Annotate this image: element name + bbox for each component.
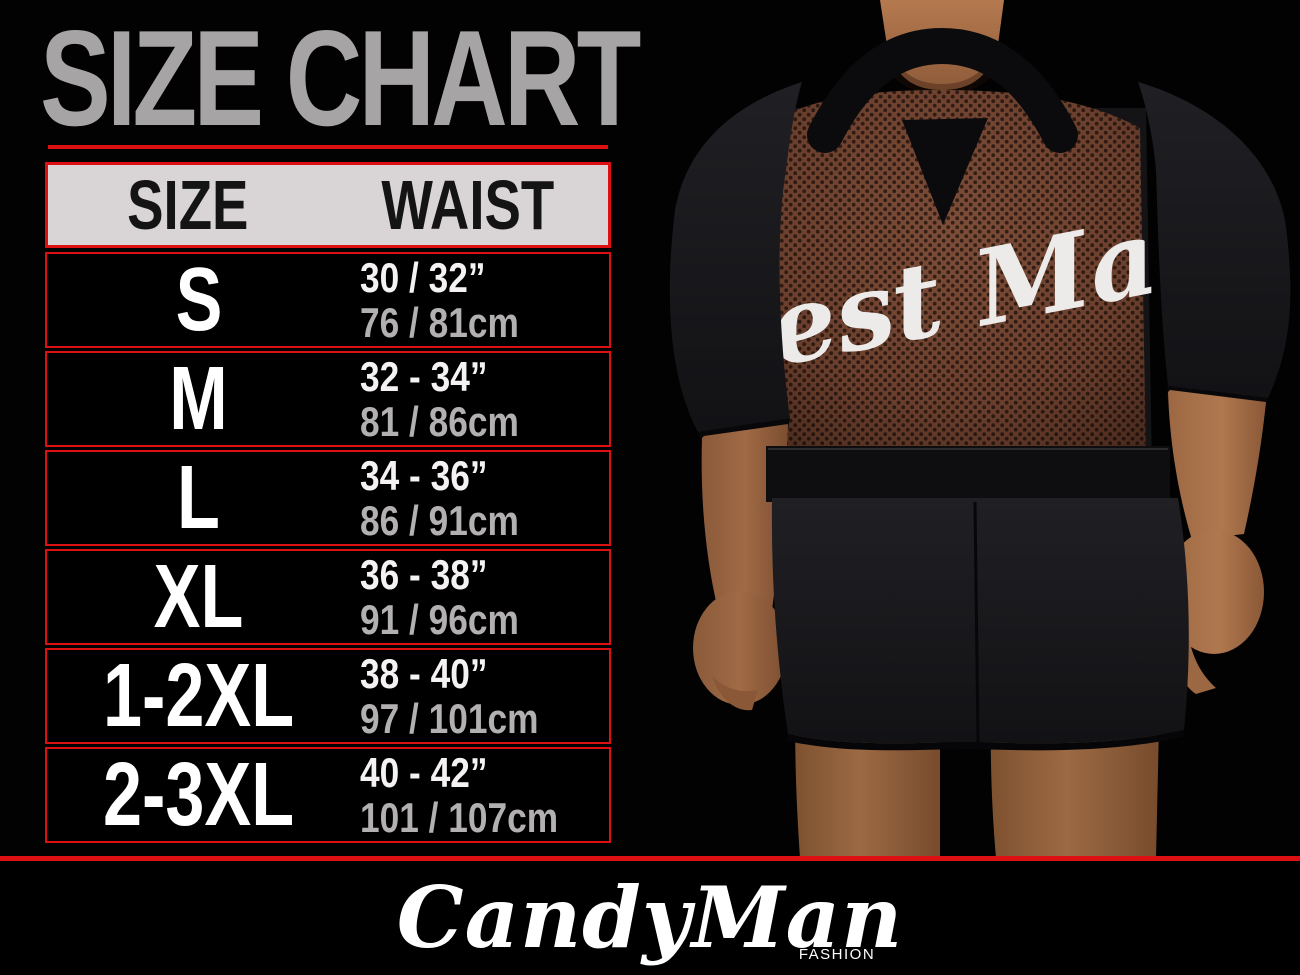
model-left-hand (693, 591, 787, 705)
brand-logo: CandyMan FASHION (397, 876, 903, 963)
robe-skirt (771, 498, 1189, 744)
size-chart-table: SIZE WAIST S 30 / 32” 76 / 81cm M 32 - 3… (45, 162, 611, 843)
waist-cm: 81 / 86cm (360, 398, 520, 445)
brand-tagline: FASHION (798, 946, 876, 963)
robe-sleeve-left (669, 82, 802, 432)
size-value: 1-2XL (103, 646, 295, 746)
size-value: 2-3XL (103, 745, 295, 845)
waist-value: 38 - 40” 97 / 101cm (350, 649, 609, 742)
title-underline (48, 145, 608, 149)
waist-cm: 91 / 96cm (360, 596, 520, 643)
waist-value: 32 - 34” 81 / 86cm (350, 352, 609, 445)
waist-inches: 32 - 34” (360, 352, 488, 400)
table-row-s: S 30 / 32” 76 / 81cm (45, 252, 611, 348)
size-value: S (175, 250, 223, 350)
robe-collar (807, 27, 1078, 153)
table-row-m: M 32 - 34” 81 / 86cm (45, 351, 611, 447)
neck-shadow (888, 52, 996, 96)
skirt-seam (973, 501, 980, 743)
table-row-1-2xl: 1-2XL 38 - 40” 97 / 101cm (45, 648, 611, 744)
waist-cm: 76 / 81cm (360, 299, 520, 346)
column-header-size: SIZE (127, 166, 249, 244)
waist-inches: 30 / 32” (360, 253, 487, 301)
brand-name: CandyMan (396, 868, 904, 967)
robe-collar-v (902, 118, 988, 225)
robe-belt (766, 446, 1170, 502)
page-title: SIZE CHART (40, 2, 641, 154)
model-illustration: Best Man (669, 0, 1291, 858)
size-value: L (177, 448, 221, 548)
waist-cm: 97 / 101cm (360, 695, 539, 742)
waist-value: 40 - 42” 101 / 107cm (350, 748, 609, 841)
footer: CandyMan FASHION (0, 861, 1300, 975)
column-header-waist: WAIST (381, 166, 555, 244)
waist-inches: 40 - 42” (360, 748, 488, 796)
model-right-forearm (1168, 390, 1266, 540)
table-row-2-3xl: 2-3XL 40 - 42” 101 / 107cm (45, 747, 611, 843)
waist-inches: 36 - 38” (360, 550, 488, 598)
waist-value: 30 / 32” 76 / 81cm (350, 253, 609, 346)
waist-cm: 86 / 91cm (360, 497, 520, 544)
waist-inches: 38 - 40” (360, 649, 488, 697)
skirt-hem (787, 730, 1184, 751)
waist-value: 36 - 38” 91 / 96cm (350, 550, 609, 643)
size-value: XL (153, 547, 244, 647)
waist-value: 34 - 36” 86 / 91cm (350, 451, 609, 544)
size-value: M (169, 349, 228, 449)
table-header-row: SIZE WAIST (45, 162, 611, 248)
robe-mesh-dots (760, 90, 1146, 455)
left-fingers (712, 676, 758, 711)
table-row-l: L 34 - 36” 86 / 91cm (45, 450, 611, 546)
footer-divider (0, 856, 1300, 861)
model-right-hand (1164, 530, 1264, 654)
waist-cm: 101 / 107cm (360, 794, 559, 841)
table-row-xl: XL 36 - 38” 91 / 96cm (45, 549, 611, 645)
waist-inches: 34 - 36” (360, 451, 488, 499)
robe-sleeve-right (1138, 82, 1291, 398)
product-photo: Best Man (640, 0, 1300, 858)
